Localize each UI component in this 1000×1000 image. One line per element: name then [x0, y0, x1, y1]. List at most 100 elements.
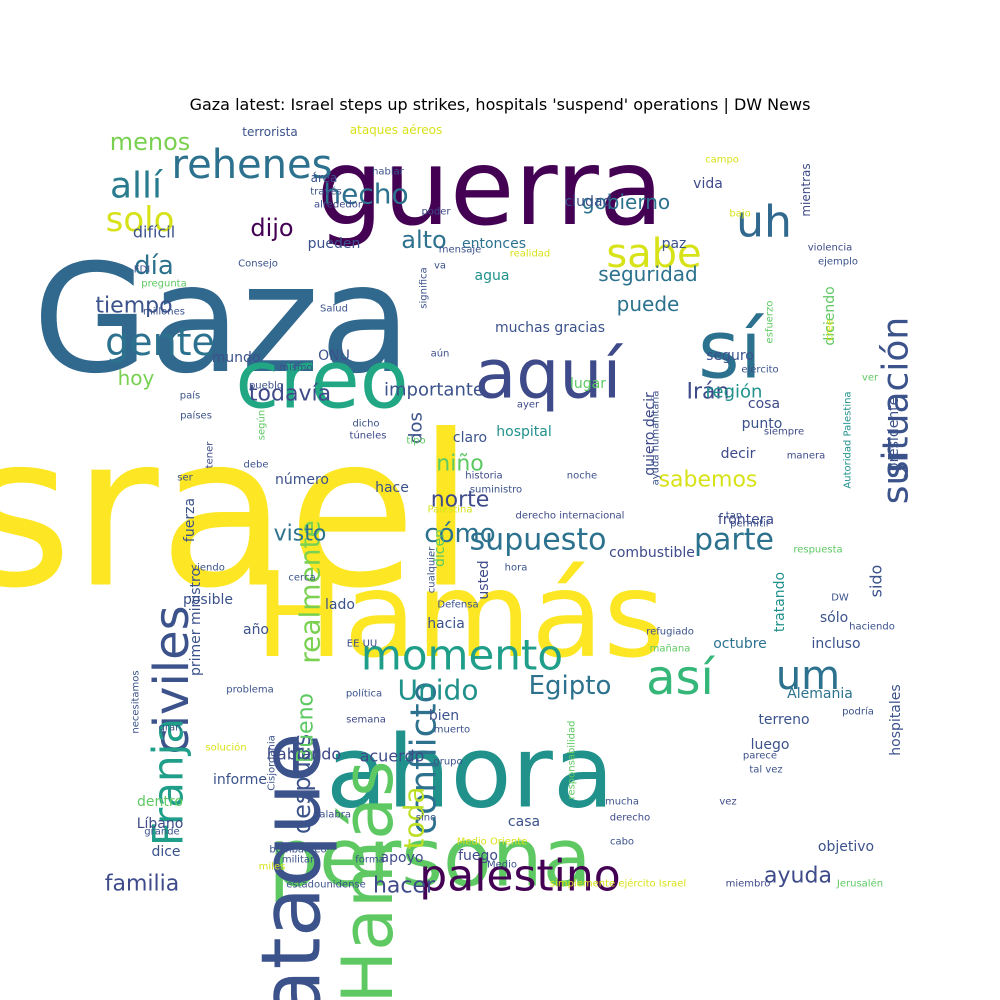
word-hospital: hospital: [496, 424, 551, 440]
word-tan: tan: [726, 511, 742, 522]
word-objetivo: objetivo: [818, 839, 874, 855]
word-israel: Israel: [0, 390, 475, 635]
word-hoy: hoy: [118, 366, 155, 390]
word-civiles: civiles: [144, 605, 200, 754]
word-noche: noche: [567, 471, 597, 482]
word-posible: posible: [183, 592, 233, 608]
word-gaza: Gaza: [33, 233, 412, 407]
word-terrorista: terrorista: [242, 125, 297, 139]
word-ayuda: ayuda: [764, 864, 832, 889]
word-parte: parte: [694, 523, 774, 558]
word-dos: dos: [406, 412, 427, 444]
word-hacer: hacer: [373, 874, 436, 899]
word-mundo: mundo: [212, 350, 261, 366]
word-autoridad-palestina: Autoridad Palestina: [843, 391, 854, 488]
word-momento: momento: [361, 631, 563, 680]
word-dicen: dicen: [432, 529, 448, 567]
word-tipo: tipo: [406, 436, 425, 447]
word-luego: luego: [751, 737, 790, 753]
word-todavia: todavía: [249, 382, 331, 407]
word-despues: después: [288, 734, 316, 834]
word-frontera: frontera: [718, 512, 774, 528]
word-usted: usted: [476, 560, 492, 599]
word-bajo: bajo: [729, 209, 750, 220]
word-muchas-gracias: muchas gracias: [495, 320, 605, 336]
word-informe: informe: [213, 772, 267, 788]
word-apoyo: apoyo: [381, 850, 424, 866]
word-punto: punto: [742, 416, 783, 432]
word-pueden: pueden: [308, 236, 361, 252]
word-persona: persona: [268, 812, 591, 905]
word-politica: política: [346, 688, 382, 700]
word-sur: sur: [876, 448, 917, 505]
chart-title: Gaza latest: Israel steps up strikes, ho…: [189, 95, 811, 114]
word-aun: aún: [431, 348, 450, 360]
word-vez: vez: [719, 797, 736, 808]
word-egipto: Egipto: [529, 671, 612, 701]
word-um: um: [776, 653, 840, 699]
word-dicho: dicho: [352, 419, 379, 430]
word-ciudad: ciudad: [565, 194, 612, 210]
word-va: va: [434, 261, 446, 272]
word-salud: Salud: [320, 304, 348, 315]
word-violencia: violencia: [808, 243, 853, 254]
word-franja: Franja: [144, 718, 193, 846]
word-estadounidense: estadounidense: [286, 880, 366, 891]
word-sido: sido: [867, 565, 886, 598]
word-palestino: palestino: [419, 851, 620, 902]
word-ser: ser: [177, 473, 193, 484]
word-parece: parece: [743, 751, 777, 762]
word-fuerza: fuerza: [182, 498, 198, 542]
word-bien: bien: [429, 708, 459, 724]
word-ejercito: ejército: [741, 364, 778, 376]
word-realidad: realidad: [510, 249, 551, 260]
word-rehenes: rehenes: [172, 142, 333, 188]
word-significa: significa: [419, 267, 430, 308]
word-ee-uu: EE UU: [347, 639, 377, 650]
word-cerca: cerca: [288, 573, 315, 584]
word-menos: menos: [110, 128, 191, 156]
word-hablando: hablando: [267, 745, 341, 764]
word-supuesto: supuesto: [470, 523, 607, 558]
word-poder: poder: [421, 207, 451, 218]
word-militar: militar: [282, 855, 315, 866]
word-permitir: permitir: [730, 519, 771, 530]
word-bombardeo: bombardeo: [269, 845, 326, 856]
word-visto: visto: [274, 522, 327, 547]
word-tal-vez: tal vez: [749, 765, 782, 776]
word-sabemos: sabemos: [659, 468, 758, 493]
word-ataques-aereos: ataques aéreos: [350, 123, 442, 137]
word-puede: puede: [617, 292, 680, 316]
word-simplemente-ejercito-israel: simplemente ejército Israel: [550, 878, 686, 890]
word-tener: tener: [205, 441, 216, 469]
word-hacia: hacia: [427, 616, 465, 632]
word-dw: DW: [831, 593, 849, 604]
word-terreno: terreno: [758, 712, 809, 728]
word-region: región: [706, 382, 763, 403]
word-podria: podría: [842, 706, 874, 718]
word-cisjordania: Cisjordania: [267, 735, 278, 791]
word-refugiado: refugiado: [646, 627, 694, 638]
word-mucha: mucha: [605, 797, 639, 808]
word-historia: historia: [465, 471, 502, 482]
word-muerto: muerto: [434, 725, 470, 736]
word-guerra: guerra: [317, 127, 664, 249]
word-jerusalen: Jerusalén: [836, 878, 883, 890]
word-acuerdo: acuerdo: [360, 747, 425, 766]
word-familia: familia: [105, 872, 179, 897]
word-ayer: ayer: [517, 400, 540, 411]
word-medio: Medio: [487, 860, 517, 871]
word-hace: hace: [375, 480, 409, 496]
word-solucion: solución: [205, 742, 246, 754]
word-suministro: suministro: [470, 485, 522, 496]
word-ano: año: [243, 622, 269, 638]
word-conflicto: conflicto: [404, 681, 445, 834]
word-mensaje: mensaje: [439, 245, 482, 256]
word-grande: grande: [144, 827, 179, 838]
word-paises: países: [180, 410, 212, 422]
word-cualquier: cualquier: [427, 546, 438, 593]
word-alli: allí: [110, 166, 163, 207]
word-mientras: mientras: [799, 163, 813, 216]
word-incluso: incluso: [811, 636, 860, 652]
